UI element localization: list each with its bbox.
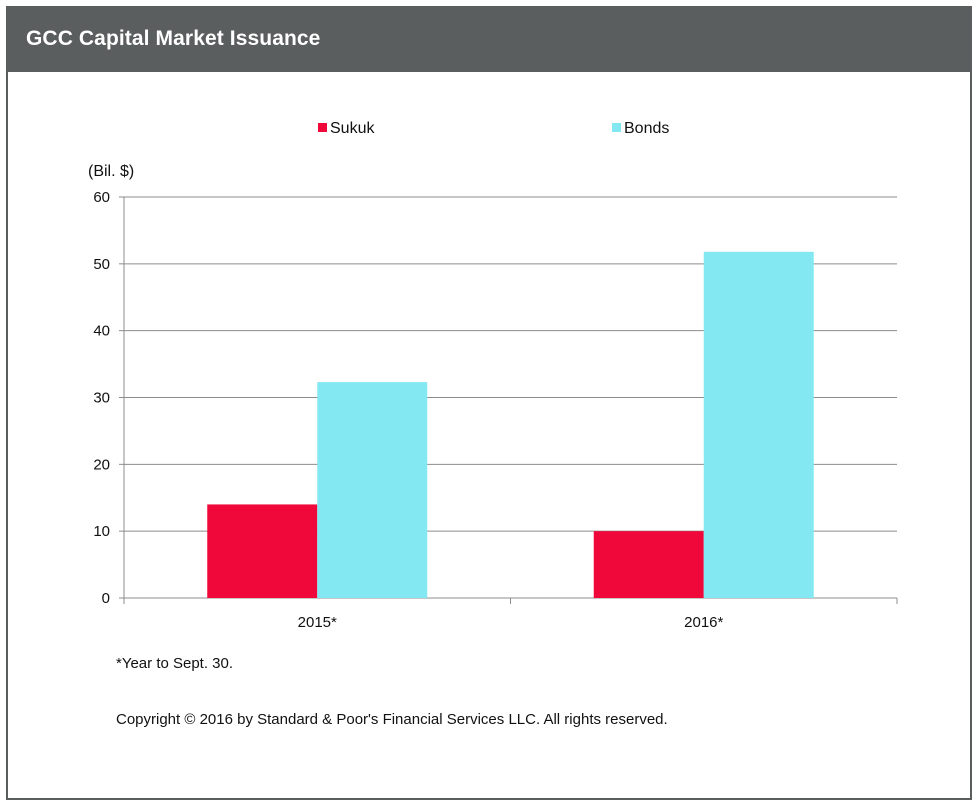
y-tick-label: 50 [93,256,110,273]
panel-header: GCC Capital Market Issuance [8,8,970,72]
footnote: *Year to Sept. 30. [116,655,234,672]
legend-label-bonds: Bonds [624,120,669,137]
bar-sukuk-1 [593,531,704,598]
y-tick-label: 10 [93,523,110,540]
y-tick-label: 30 [93,390,110,407]
copyright-notice: Copyright © 2016 by Standard & Poor's Fi… [116,711,668,728]
bar-sukuk-0 [207,504,318,598]
x-tick-label: 2016* [684,614,723,631]
y-tick-label: 40 [93,323,110,340]
y-tick-label: 20 [93,456,110,473]
bar-bonds-1 [703,251,814,598]
x-tick-label: 2015* [298,614,337,631]
y-tick-label: 60 [93,189,110,206]
legend-swatch-bonds [612,123,621,132]
bar-bonds-0 [317,382,428,598]
y-axis-unit-label: (Bil. $) [88,163,134,180]
legend-swatch-sukuk [318,123,327,132]
y-tick-label: 0 [102,590,110,607]
chart-title: GCC Capital Market Issuance [26,27,321,50]
legend-label-sukuk: Sukuk [330,120,375,137]
